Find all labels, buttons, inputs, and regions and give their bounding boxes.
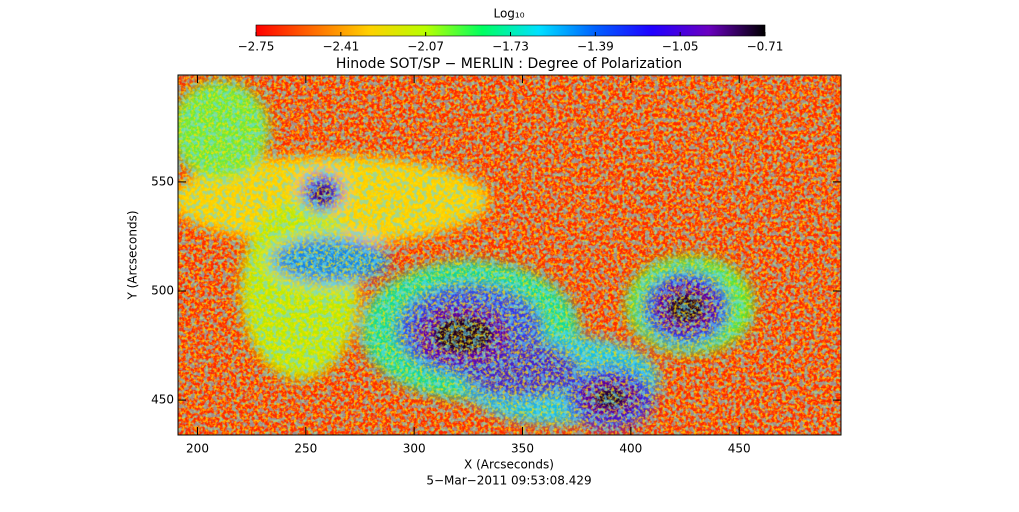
y-tick-label: 450 bbox=[151, 393, 174, 407]
colorbar-tick-label: −2.07 bbox=[407, 40, 444, 54]
colorbar-tick-label: −2.75 bbox=[238, 40, 275, 54]
x-tick-label: 350 bbox=[511, 442, 534, 456]
x-axis-label: X (Arcseconds) bbox=[464, 458, 554, 472]
x-tick-label: 450 bbox=[728, 442, 751, 456]
colorbar-tick-label: −1.05 bbox=[662, 40, 699, 54]
colorbar-label: Log₁₀ bbox=[493, 7, 524, 21]
x-tick-label: 200 bbox=[186, 442, 209, 456]
colorbar-tick-label: −1.39 bbox=[577, 40, 614, 54]
x-tick-label: 250 bbox=[294, 442, 317, 456]
x-tick-label: 400 bbox=[619, 442, 642, 456]
plot-frame bbox=[177, 74, 842, 436]
colorbar-tick-label: −1.73 bbox=[492, 40, 529, 54]
y-tick-label: 550 bbox=[151, 174, 174, 188]
x-tick-label: 300 bbox=[403, 442, 426, 456]
chart-title: Hinode SOT/SP − MERLIN : Degree of Polar… bbox=[336, 56, 682, 72]
colorbar-tick-label: −0.71 bbox=[747, 40, 784, 54]
colorbar-tick-label: −2.41 bbox=[322, 40, 359, 54]
heatmap-image bbox=[178, 75, 841, 435]
y-tick-label: 500 bbox=[151, 284, 174, 298]
y-axis-label: Y (Arcseconds) bbox=[126, 210, 140, 300]
date-label: 5−Mar−2011 09:53:08.429 bbox=[426, 474, 591, 488]
